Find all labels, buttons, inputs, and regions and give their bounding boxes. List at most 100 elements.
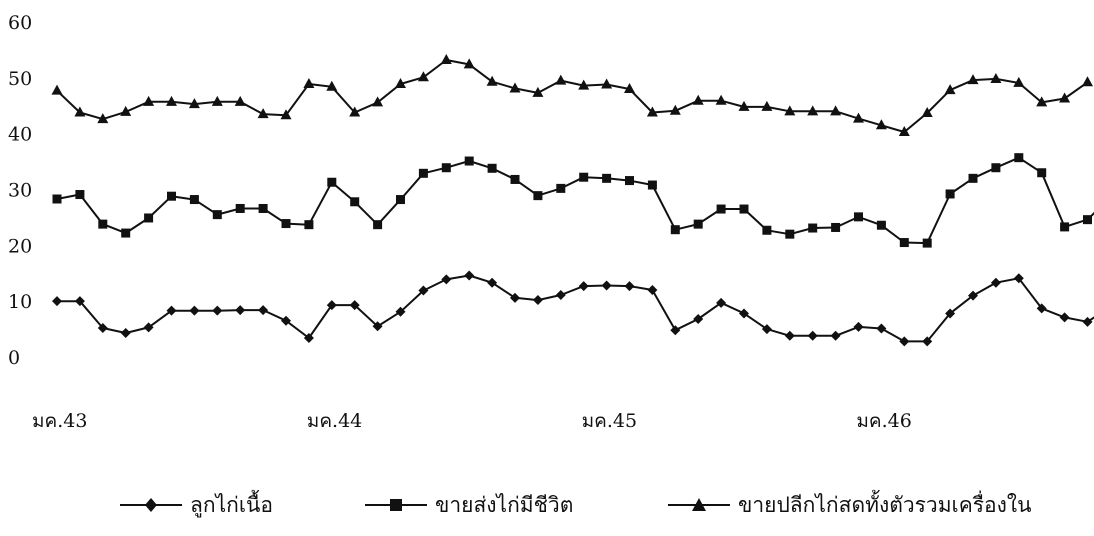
data-point xyxy=(602,173,612,183)
data-point xyxy=(991,163,1001,173)
series-line xyxy=(57,274,1094,343)
series-triangle xyxy=(51,53,1093,136)
data-point xyxy=(441,163,451,173)
data-point xyxy=(1013,76,1025,87)
x-tick-label: มค.45 xyxy=(582,410,637,432)
data-point xyxy=(578,79,590,90)
data-point xyxy=(487,163,497,173)
data-point xyxy=(350,197,360,207)
data-point xyxy=(327,177,337,187)
y-axis: 0 10 20 30 40 50 60 xyxy=(8,12,32,369)
series-square xyxy=(52,153,1094,248)
data-point xyxy=(235,305,246,316)
data-point xyxy=(875,119,887,130)
data-point xyxy=(807,105,819,116)
data-point xyxy=(716,204,726,214)
data-point xyxy=(647,285,658,295)
data-point xyxy=(441,274,452,285)
data-point xyxy=(945,189,955,199)
legend-marker-triangle xyxy=(668,498,730,511)
data-point xyxy=(808,223,818,233)
data-point xyxy=(463,58,475,69)
data-point xyxy=(396,195,405,205)
data-point xyxy=(578,281,589,292)
legend-label: ขายส่งไก่มีชีวิต xyxy=(435,492,574,517)
data-point xyxy=(1059,312,1070,323)
data-point xyxy=(807,330,818,341)
y-tick-label: 10 xyxy=(8,291,32,313)
data-point xyxy=(692,94,704,105)
data-point xyxy=(922,238,932,248)
data-point xyxy=(646,106,658,117)
data-point xyxy=(876,220,886,230)
series-diamond xyxy=(52,270,1094,347)
data-point xyxy=(693,219,703,229)
data-point xyxy=(830,105,842,116)
data-point xyxy=(670,225,680,235)
data-point xyxy=(1059,92,1071,103)
data-point xyxy=(418,168,428,178)
data-point xyxy=(144,213,154,223)
data-point xyxy=(281,315,291,326)
data-point xyxy=(258,305,269,316)
data-point xyxy=(509,82,521,93)
data-point xyxy=(921,107,933,118)
data-point xyxy=(189,195,199,205)
data-point xyxy=(625,176,634,186)
data-point xyxy=(1014,153,1024,163)
data-point xyxy=(257,108,269,119)
data-point xyxy=(440,53,452,64)
series-line xyxy=(56,59,1089,133)
data-point xyxy=(74,106,86,117)
data-point xyxy=(304,220,314,230)
data-point xyxy=(75,190,85,200)
legend: ลูกไก่เนื้อ ขายส่งไก่มีชีวิต ขายปลีกไก่ส… xyxy=(0,485,1094,535)
data-point xyxy=(143,95,155,106)
data-point xyxy=(52,296,62,307)
data-point xyxy=(624,281,635,292)
data-point xyxy=(189,305,200,316)
data-point xyxy=(601,280,612,291)
data-point xyxy=(738,100,750,111)
data-point xyxy=(830,330,841,341)
data-point xyxy=(739,308,749,319)
x-tick-label: มค.43 xyxy=(32,410,87,432)
data-point xyxy=(944,84,956,95)
data-point xyxy=(349,300,360,311)
data-point xyxy=(532,295,543,306)
chart-canvas: 0 10 20 30 40 50 60 มค.43 มค.44 มค.45 มค.46 xyxy=(8,12,1094,432)
data-point xyxy=(211,95,223,106)
data-point xyxy=(235,203,245,213)
data-point xyxy=(166,95,177,106)
data-point xyxy=(167,191,176,201)
data-point xyxy=(188,98,200,109)
data-point xyxy=(715,94,727,105)
data-point xyxy=(280,109,292,120)
data-point xyxy=(1036,96,1048,107)
data-point xyxy=(326,300,337,311)
data-point xyxy=(1083,215,1092,225)
data-point xyxy=(395,306,406,317)
data-point xyxy=(853,321,864,332)
data-point xyxy=(303,77,315,88)
x-tick-label: มค.46 xyxy=(856,410,911,432)
data-point xyxy=(1036,303,1047,314)
data-point xyxy=(1013,273,1024,284)
data-point xyxy=(922,336,933,347)
data-point xyxy=(968,173,978,183)
legend-label: ขายปลีกไก่สดทั้งตัวรวมเครื่องใน xyxy=(738,492,1032,517)
data-point xyxy=(417,71,429,82)
data-point xyxy=(464,270,475,281)
data-point xyxy=(669,104,681,115)
data-point xyxy=(120,105,132,116)
data-point xyxy=(899,336,910,347)
data-point xyxy=(762,225,772,235)
data-point xyxy=(990,72,1002,83)
data-point xyxy=(533,191,543,201)
data-point xyxy=(990,277,1001,288)
data-point xyxy=(326,80,338,91)
y-tick-label: 50 xyxy=(8,68,32,90)
legend-item-series-1: ลูกไก่เนื้อ xyxy=(120,485,273,525)
x-axis: มค.43 มค.44 มค.45 มค.46 xyxy=(32,410,912,432)
legend-marker-diamond xyxy=(120,498,182,512)
